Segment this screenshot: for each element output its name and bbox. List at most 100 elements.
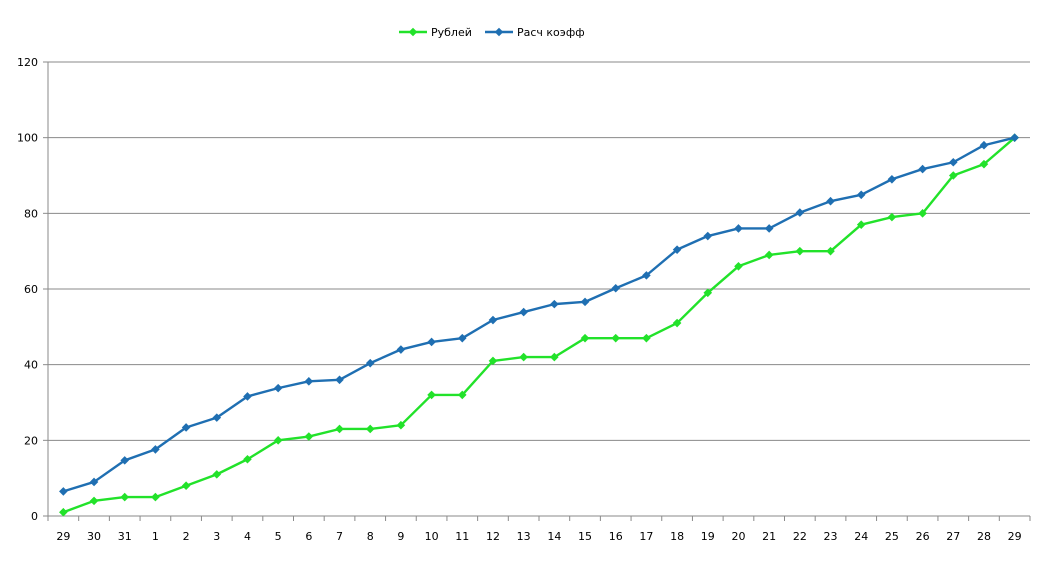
axes — [43, 61, 1031, 521]
data-point — [335, 375, 344, 385]
data-point — [488, 315, 498, 325]
data-point — [212, 470, 222, 479]
x-tick-label: 22 — [793, 530, 807, 543]
data-point — [151, 445, 160, 454]
y-tick-label: 120 — [17, 56, 38, 69]
x-tick-label: 12 — [486, 530, 500, 543]
data-point — [979, 159, 989, 169]
data-point — [304, 432, 314, 441]
data-point — [795, 246, 805, 256]
data-point — [611, 333, 621, 343]
data-point — [826, 196, 835, 206]
legend-entry-rasch-koeff: Расч коэфф — [485, 26, 585, 39]
data-point — [89, 477, 99, 487]
x-tick-label: 30 — [87, 530, 101, 543]
x-tick-label: 26 — [916, 530, 930, 543]
data-point — [396, 345, 406, 354]
x-tick-label: 9 — [397, 530, 404, 543]
legend-swatch-marker — [494, 27, 504, 37]
series-layer — [59, 133, 1019, 517]
data-point — [59, 487, 68, 496]
y-tick-label: 80 — [24, 207, 38, 220]
data-point — [887, 174, 897, 184]
data-point — [335, 424, 344, 434]
x-tick-label: 10 — [425, 530, 439, 543]
data-point — [918, 209, 927, 218]
data-point — [488, 356, 498, 366]
data-point — [59, 507, 68, 517]
data-point — [396, 420, 406, 430]
x-tick-label: 3 — [213, 530, 220, 543]
x-tick-label: 20 — [731, 530, 745, 543]
y-tick-label: 40 — [24, 359, 38, 372]
data-point — [826, 246, 835, 256]
data-point — [734, 262, 743, 271]
x-tick-label: 16 — [609, 530, 623, 543]
y-tick-label: 20 — [24, 434, 38, 447]
data-point — [273, 383, 283, 393]
data-point — [89, 496, 99, 506]
data-point — [120, 492, 130, 502]
data-point — [672, 245, 682, 254]
data-point — [273, 436, 283, 445]
y-tick-label: 60 — [24, 283, 38, 296]
x-tick-label: 29 — [56, 530, 70, 543]
x-tick-label: 6 — [305, 530, 312, 543]
data-point — [642, 333, 651, 343]
data-point — [181, 481, 191, 491]
data-point — [948, 171, 958, 180]
data-point — [304, 377, 314, 386]
x-tick-label: 5 — [275, 530, 282, 543]
y-tick-label: 0 — [31, 510, 38, 523]
x-tick-label: 11 — [455, 530, 469, 543]
data-point — [795, 208, 805, 217]
x-tick-label: 17 — [639, 530, 653, 543]
x-tick-label: 19 — [701, 530, 715, 543]
x-tick-label: 18 — [670, 530, 684, 543]
data-point — [764, 250, 774, 260]
x-tick-labels: 29 30 31 1 2 3 4 5 6 7 8 9 10 11 12 13 14 15 16 17 18 19 20 21 2… — [56, 530, 1021, 543]
y-tick-label: 100 — [17, 132, 38, 145]
x-tick-label: 4 — [244, 530, 251, 543]
data-point — [580, 333, 590, 343]
data-point — [856, 220, 866, 229]
data-point — [1010, 133, 1019, 142]
data-point — [457, 333, 467, 343]
data-point — [856, 190, 866, 200]
data-point — [611, 283, 621, 293]
data-point — [243, 454, 252, 464]
x-tick-label: 2 — [183, 530, 190, 543]
x-tick-label: 7 — [336, 530, 343, 543]
data-point — [181, 423, 191, 432]
x-tick-label: 21 — [762, 530, 776, 543]
data-point — [918, 164, 927, 174]
data-point — [243, 392, 252, 401]
data-point — [948, 157, 958, 167]
data-point — [887, 212, 897, 222]
data-point — [734, 224, 743, 233]
data-point — [457, 390, 467, 400]
series-1 — [59, 133, 1019, 496]
x-tick-label: 1 — [152, 530, 159, 543]
x-tick-label: 28 — [977, 530, 991, 543]
legend: Рублей Расч коэфф — [399, 26, 585, 39]
legend-label-rubley: Рублей — [431, 26, 472, 39]
x-tick-label: 25 — [885, 530, 899, 543]
legend-swatch-marker — [408, 27, 418, 37]
data-point — [642, 271, 651, 280]
data-point — [365, 424, 375, 434]
data-point — [427, 390, 436, 400]
data-point — [550, 352, 559, 362]
data-point — [212, 413, 222, 422]
x-tick-label: 27 — [946, 530, 960, 543]
data-point — [580, 297, 590, 307]
data-point — [550, 299, 559, 309]
x-tick-label: 14 — [547, 530, 561, 543]
series-line — [62, 136, 1015, 493]
y-tick-labels: 0 20 40 60 80 100 120 — [17, 56, 38, 523]
x-tick-label: 15 — [578, 530, 592, 543]
data-point — [427, 337, 436, 347]
data-point — [519, 352, 528, 362]
